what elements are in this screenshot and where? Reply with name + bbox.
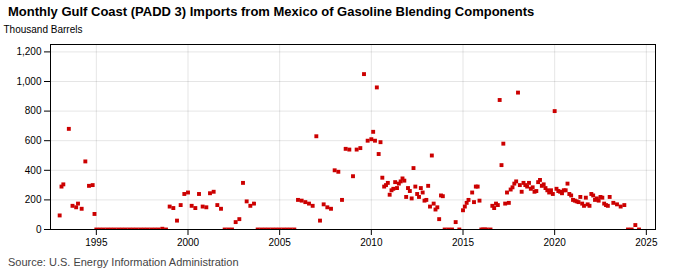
svg-text:2010: 2010 <box>360 237 383 248</box>
svg-text:400: 400 <box>25 165 42 176</box>
svg-text:2020: 2020 <box>544 237 567 248</box>
html-text:Source: U.S. Energy Informatio: Source: U.S. Energy Information Administ… <box>8 256 239 268</box>
svg-text:800: 800 <box>25 105 42 116</box>
svg-text:2005: 2005 <box>269 237 292 248</box>
svg-text:2000: 2000 <box>177 237 200 248</box>
svg-text:1,200: 1,200 <box>16 46 41 57</box>
svg-text:1,000: 1,000 <box>16 76 41 87</box>
svg-text:Thousand Barrels: Thousand Barrels <box>4 24 83 35</box>
svg-text:200: 200 <box>25 194 42 205</box>
svg-text:600: 600 <box>25 135 42 146</box>
svg-text:0: 0 <box>36 224 42 235</box>
svg-text:2015: 2015 <box>452 237 475 248</box>
svg-text:1995: 1995 <box>85 237 108 248</box>
svg-text:2025: 2025 <box>635 237 658 248</box>
html-text:Monthly Gulf Coast (PADD 3) Im: Monthly Gulf Coast (PADD 3) Imports from… <box>8 4 535 19</box>
